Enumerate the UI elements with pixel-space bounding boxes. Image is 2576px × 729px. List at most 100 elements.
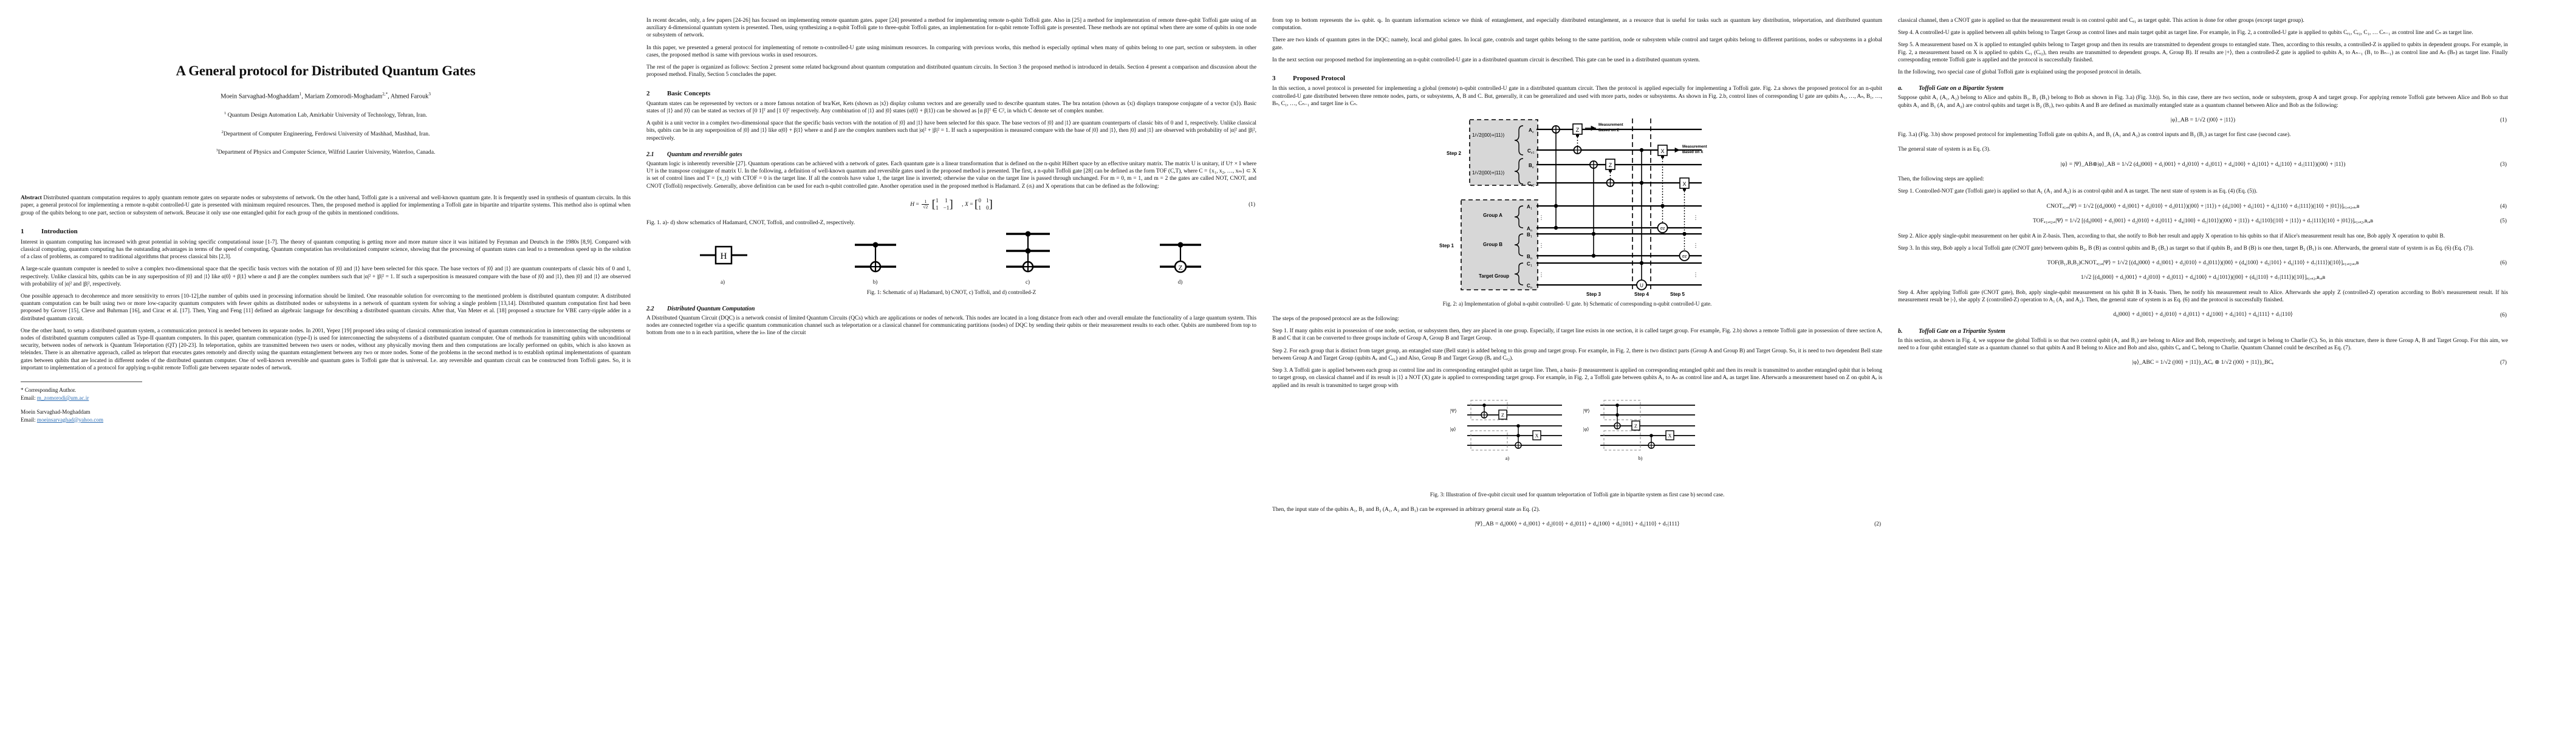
svg-text:σz: σz — [1682, 255, 1687, 259]
svg-text:X: X — [1682, 181, 1686, 187]
email-label-2: Email: — [21, 416, 36, 423]
col4-step-2: Step 2. Alice apply single-qubit measure… — [1898, 233, 2445, 239]
svg-text:Target Group: Target Group — [1479, 273, 1509, 279]
email-link-2[interactable]: moeinsarvaghad@yahoo.com — [36, 416, 104, 423]
section-title-3: Proposed Protocol — [1293, 75, 1346, 83]
abstract-text: Distributed quantum computation requires… — [21, 194, 631, 216]
figure-1-label-d: d) — [1177, 279, 1183, 286]
reversible-paragraph-1: Quantum logic is inherently reversible [… — [646, 160, 1256, 190]
equation-5: TOFₐ₁,ₐ₂,ₐ|Ψ⟩ = 1/√2 [(d₀|000⟩ + d₁|001⟩… — [1898, 217, 2508, 225]
equation-tag-4: (4) — [2500, 203, 2507, 210]
abstract-label: Abstract — [21, 194, 42, 201]
section-number: 1 — [21, 228, 24, 236]
matrix-hadamard: [ 1 1 1 −1 ] — [931, 197, 953, 211]
col3-paragraph-2: There are two kinds of quantum gates in … — [1272, 37, 1882, 51]
figure-3-label-b: b) — [1639, 456, 1643, 461]
fig3-lead: Fig. 3.a) (Fig. 3.b) show proposed proto… — [1898, 132, 2291, 139]
equation-4: CNOTₐ₁,ₐ|Ψ⟩ = 1/√2 [(d₀|000⟩ + d₁|001⟩ +… — [1898, 203, 2508, 210]
svg-text:A: A — [1527, 204, 1530, 210]
equation-9-body: |φ⟩_ABC = 1/√2 (|00⟩ + |11⟩)_ACₑ ⊗ 1/√2 … — [2132, 359, 2274, 366]
svg-text:n: n — [1530, 257, 1532, 261]
col4-step-3: Step 3. In this step, Bob apply a local … — [1898, 245, 2474, 252]
svg-text:Group A: Group A — [1483, 213, 1502, 218]
figure-1-hadamard: H a) — [695, 236, 751, 286]
subsection-heading-dqc: 2.2 Distributed Quantum Computation — [646, 305, 1256, 313]
svg-text:σz: σz — [1660, 227, 1665, 231]
col4-step-1: Step 1. Controlled-NOT gate (Toffoli gat… — [1898, 188, 2258, 195]
section-title-2: Basic Concepts — [667, 89, 711, 97]
title-text: A General protocol for Distributed Quant… — [176, 63, 476, 78]
svg-text:X: X — [1668, 433, 1672, 439]
footnote-block: * Corresponding Author. Email: m_zomorod… — [21, 386, 631, 424]
equation-4-body: CNOTₐ₁,ₐ|Ψ⟩ = 1/√2 [(d₀|000⟩ + d₁|001⟩ +… — [2046, 202, 2360, 210]
equation-bell-state: |φ⟩_AB = 1/√2 (|00⟩ + |11⟩) (1) — [1898, 117, 2508, 124]
svg-text:Based on Z: Based on Z — [1598, 128, 1619, 132]
equation-8-body: d₀|000⟩ + d₁|001⟩ + d₂|010⟩ + d₃|011⟩ + … — [2113, 311, 2293, 318]
equation-tag-6: (6) — [2500, 260, 2507, 267]
svg-text:e2: e2 — [1531, 184, 1535, 188]
fraction-one-over-sqrt2: 1 √2 — [922, 199, 930, 210]
section-heading-introduction: 1 Introduction — [21, 227, 631, 236]
svg-text:e: e — [1532, 131, 1534, 134]
equation-3-body: |ψ⟩ = |Ψ⟩_AB⊗|φ⟩_AB = 1/√2 (d₀|000⟩ + d₁… — [2060, 160, 2346, 168]
email-link-1[interactable]: m_zomorodi@um.ac.ir — [36, 395, 89, 402]
figure-1-toffoli: c) — [1000, 228, 1056, 286]
protocol-step-2: Step 2. For each group that is distinct … — [1272, 347, 1882, 361]
equation-7: 1/√2 [(d₀|000⟩ + d₁|001⟩ + d₂|010⟩ + d₃|… — [1898, 274, 2508, 281]
svg-text:⋮: ⋮ — [1539, 272, 1544, 278]
toffoli-gate-icon — [1005, 231, 1050, 273]
figure-2-circuit: Step 2 1/√2(|00⟩+|11⟩) 1/√2(|00⟩+|11⟩) A… — [1439, 118, 1707, 297]
abstract: Abstract Distributed quantum computation… — [21, 194, 631, 217]
svg-text:Z: Z — [1178, 264, 1182, 272]
col3-paragraph-1: from top to bottom represents the iₜₕ qu… — [1272, 18, 1882, 32]
figure-3-circuit: |Ψ⟩ |φ⟩ — [1450, 400, 1695, 461]
equation-bell-body: |φ⟩_AB = 1/√2 (|00⟩ + |11⟩) — [2170, 116, 2236, 123]
svg-text:Measurement: Measurement — [1682, 145, 1707, 149]
section-heading-proposed-protocol: 3 Proposed Protocol — [1272, 74, 1882, 83]
col2-paragraph-2: In this paper, we presented a general pr… — [646, 44, 1256, 58]
col4-final-note: In the following, two special case of gl… — [1898, 69, 2142, 76]
svg-text:Z: Z — [1609, 162, 1612, 168]
svg-text:Measurement: Measurement — [1598, 123, 1623, 127]
equation-2: |Ψ⟩_AB = d₀|000⟩ + d₁|001⟩ + d₂|010⟩ + d… — [1272, 521, 1882, 528]
figure-3-label-a: a) — [1506, 456, 1510, 461]
svg-text:X: X — [1535, 433, 1539, 439]
svg-text:|Ψ⟩: |Ψ⟩ — [1583, 408, 1590, 414]
svg-text:X: X — [1660, 148, 1664, 154]
svg-text:C: C — [1527, 261, 1530, 267]
equation-7-body: 1/√2 [(d₀|000⟩ + d₁|001⟩ + d₂|010⟩ + d₃|… — [2080, 274, 2326, 281]
svg-text:H: H — [720, 252, 727, 261]
svg-text:Z: Z — [1501, 412, 1504, 418]
protocol-paragraph-1: In this section, a novel protocol is pre… — [1272, 86, 1882, 107]
svg-text:Step 4: Step 4 — [1634, 292, 1649, 297]
protocol-step-1: Step 1. If many qubits exist in possessi… — [1272, 328, 1882, 342]
protocol-step-3: Step 3. A Toffoli gate is applied betwee… — [1272, 368, 1882, 389]
svg-text:Z: Z — [1576, 127, 1580, 133]
subsection-title-dqc: Distributed Quantum Computation — [667, 305, 755, 312]
figure-1-cnot: b) — [848, 236, 903, 286]
subsection-heading-quantum-gates: 2.1 Quantum and reversible gates — [646, 151, 1256, 159]
figure-1-controlled-z: Z d) — [1153, 236, 1208, 286]
equation-tag-1: (1) — [1249, 201, 1255, 208]
equation-8: d₀|000⟩ + d₁|001⟩ + d₂|010⟩ + d₃|011⟩ + … — [1898, 311, 2508, 318]
svg-text:B: B — [1527, 232, 1530, 238]
svg-text:B: B — [1529, 163, 1532, 168]
subsection-heading-bipartite: a. Toffoli Gate on a Bipartite System — [1898, 84, 2508, 92]
figure-1: H a) — [646, 231, 1256, 296]
col3-eq2-lead: Then, the input state of the qubits A₁, … — [1272, 506, 1540, 513]
col4-step-5: Step 5. A measurement based on X is appl… — [1898, 42, 2508, 63]
basic-paragraph-2: A qubit is a unit vector in a complex tw… — [646, 120, 1256, 142]
then-steps-applied: Then, the following steps are applied: — [1898, 176, 1984, 183]
figure-1-label-b: b) — [872, 279, 878, 286]
subsection-number: 2.1 — [646, 151, 654, 158]
svg-text:n: n — [1530, 229, 1532, 233]
intro-paragraph-2: A large-scale quantum computer is needed… — [21, 266, 631, 287]
svg-text:Group B: Group B — [1483, 242, 1502, 247]
svg-text:U: U — [1640, 283, 1643, 289]
controlled-z-gate-icon: Z — [1159, 242, 1201, 273]
column-1: A General protocol for Distributed Quant… — [21, 17, 631, 718]
col4-paragraph-1: classical channel, then a CNOT gate is a… — [1898, 18, 2304, 24]
subsection-number-a: a. — [1898, 85, 1903, 92]
col4-step-4b: Step 4. After applying Toffoli gate (CNO… — [1898, 289, 2508, 304]
